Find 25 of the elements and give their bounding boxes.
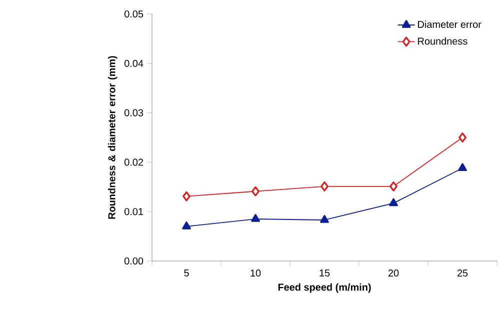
y-tick-label: 0.02: [124, 158, 143, 166]
legend-label: Diameter error: [418, 20, 482, 28]
x-tick-label: 25: [457, 270, 468, 277]
point: [251, 214, 260, 222]
point: [389, 198, 398, 206]
point: [320, 181, 328, 192]
y-tick-label: 0.00: [124, 257, 144, 265]
point: [182, 221, 191, 230]
y-axis-title: Roundness & diameter error (mm): [108, 56, 118, 219]
y-tick-label: 0.04: [124, 60, 144, 67]
y-tick-label: 0.01: [124, 208, 144, 216]
x-tick-label: 5: [184, 270, 189, 276]
x-axis-title: Feed speed (m/min): [278, 283, 371, 293]
point: [458, 163, 467, 172]
point: [390, 181, 398, 192]
point: [182, 191, 190, 202]
x-tick-label: 10: [250, 270, 261, 277]
point: [458, 132, 466, 142]
y-tick-label: 0.03: [124, 109, 144, 116]
y-tick-label: 0.05: [124, 10, 144, 18]
x-tick-label: 20: [388, 270, 399, 277]
x-tick-label: 15: [320, 270, 330, 276]
point: [252, 186, 260, 196]
point: [320, 214, 329, 223]
legend-label: Roundness: [418, 37, 468, 45]
